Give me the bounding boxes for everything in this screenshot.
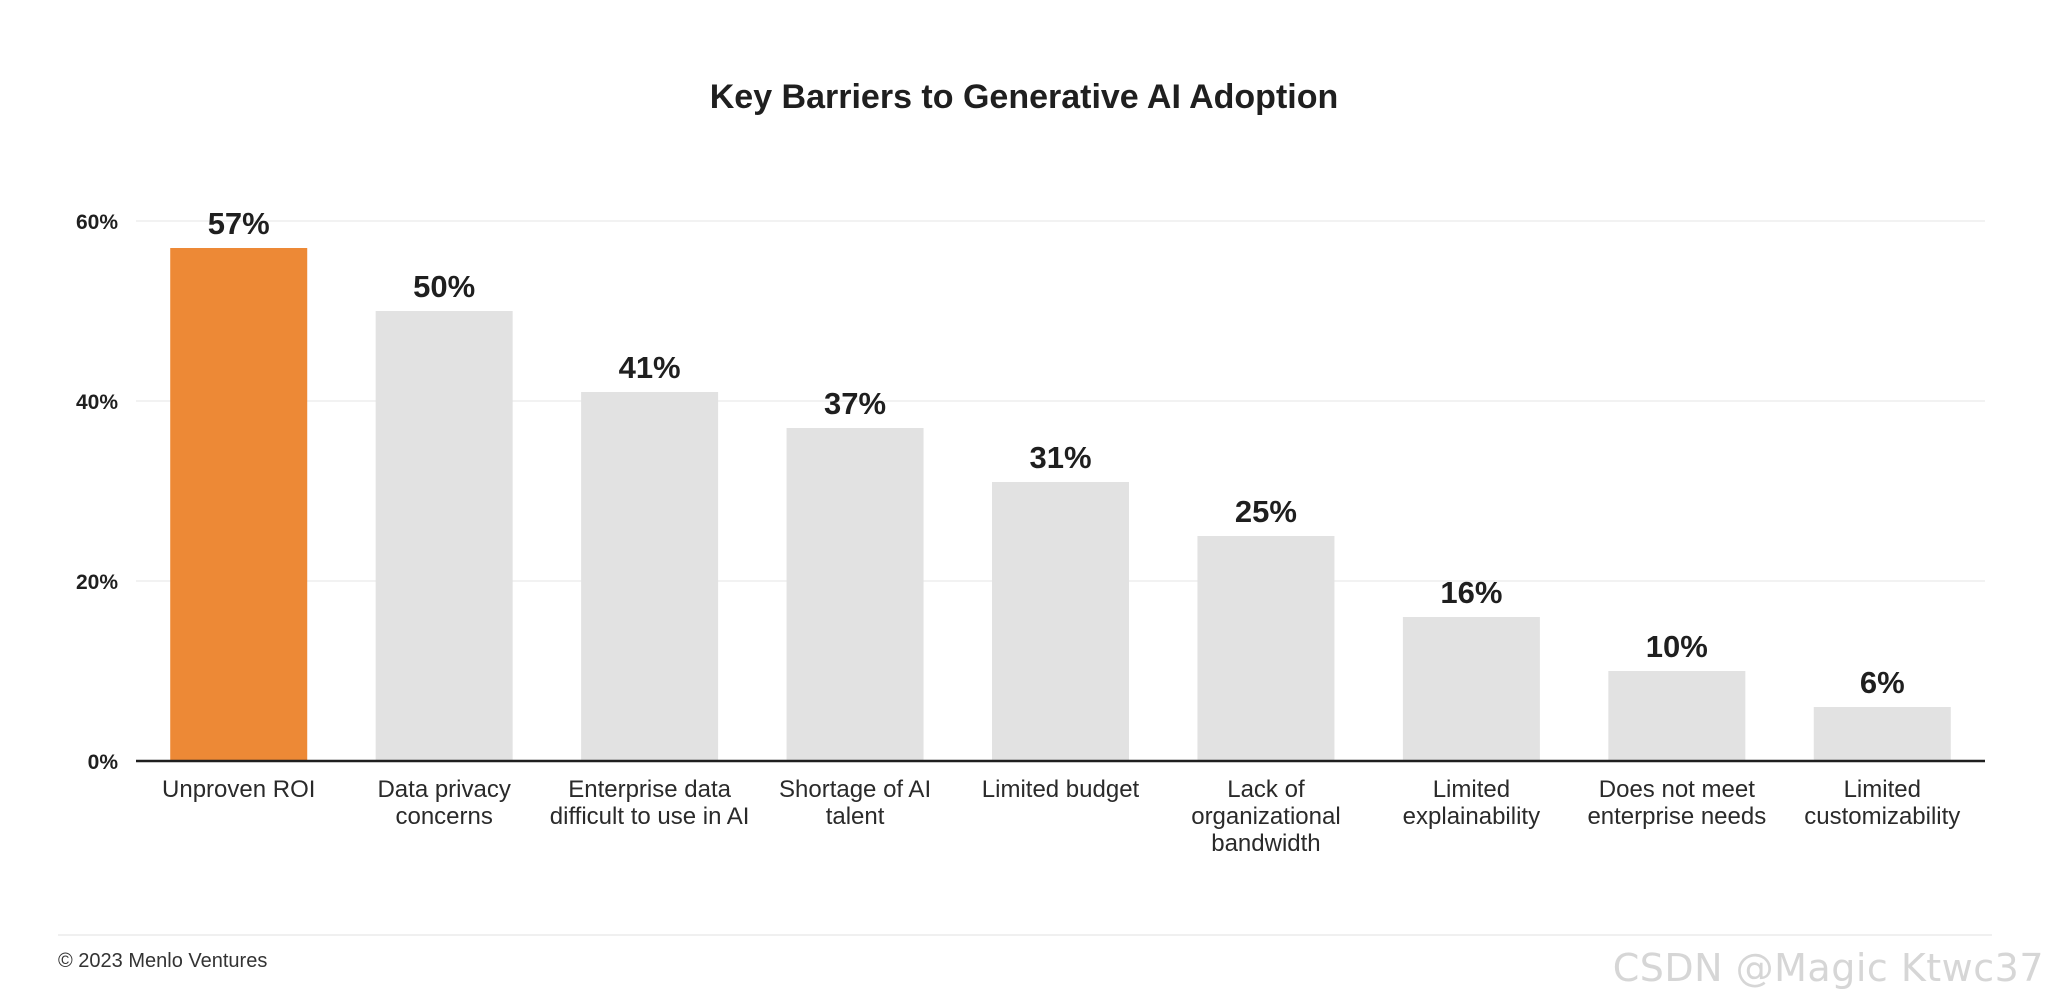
value-labels: 57% 50% 41% 37% 31% 25% 16% 10% 6% [208,206,1905,700]
category-label-line: Shortage of AI [779,776,931,803]
category-label-line: Data privacy [377,776,510,803]
category-label: Does not meet enterprise needs [1587,776,1766,830]
value-label: 10% [1646,629,1708,664]
category-label-line: customizability [1804,803,1960,830]
watermark-text: CSDN @Magic Ktwc37 [1612,946,2044,990]
chart-title: Key Barriers to Generative AI Adoption [710,78,1339,116]
copyright-text: © 2023 Menlo Ventures [58,950,268,972]
category-label-line: organizational [1191,803,1340,830]
value-label: 50% [413,269,475,304]
category-label-line: difficult to use in AI [550,803,750,830]
bar [1197,536,1335,761]
footer-divider [58,934,1992,936]
category-label-line: bandwidth [1211,830,1320,857]
category-label-line: Lack of [1227,776,1305,803]
category-label-line: concerns [395,803,492,830]
bar [1813,707,1951,761]
category-label: Limited explainability [1403,776,1540,830]
category-label-line: Limited [1844,776,1921,803]
value-label: 16% [1440,575,1502,610]
category-label: Lack of organizational bandwidth [1191,776,1340,857]
category-labels: Unproven ROI Data privacy concerns Enterpri… [162,776,1960,857]
category-label: Enterprise data difficult to use in AI [550,776,750,830]
bar [992,482,1129,761]
bar [375,311,513,761]
category-label: Data privacy concerns [377,776,510,830]
bar [581,392,719,761]
bar [1608,671,1746,761]
category-label: Shortage of AI talent [779,776,931,830]
category-label-line: Limited [1433,776,1510,803]
value-label: 25% [1235,494,1297,529]
category-label-line: explainability [1403,803,1540,830]
bar [786,428,924,761]
value-label: 31% [1029,440,1091,475]
category-label: Limited customizability [1804,776,1960,830]
category-label-line: Enterprise data [568,776,731,803]
value-label: 41% [619,350,681,385]
bar [170,248,308,761]
y-tick-label: 60% [76,211,118,234]
bar [1402,617,1540,761]
category-label: Limited budget [982,776,1140,803]
category-label-line: enterprise needs [1587,803,1766,830]
category-label-line: Unproven ROI [162,776,315,803]
y-axis-ticks: 0% 20% 40% 60% [76,211,118,774]
y-tick-label: 20% [76,571,118,594]
category-label: Unproven ROI [162,776,315,803]
category-label-line: Does not meet [1599,776,1755,803]
bars [170,248,1951,761]
category-label-line: talent [826,803,885,830]
value-label: 57% [208,206,270,241]
value-label: 6% [1860,665,1905,700]
value-label: 37% [824,386,886,421]
category-label-line: Limited budget [982,776,1140,803]
y-tick-label: 40% [76,391,118,414]
y-tick-label: 0% [88,751,119,774]
